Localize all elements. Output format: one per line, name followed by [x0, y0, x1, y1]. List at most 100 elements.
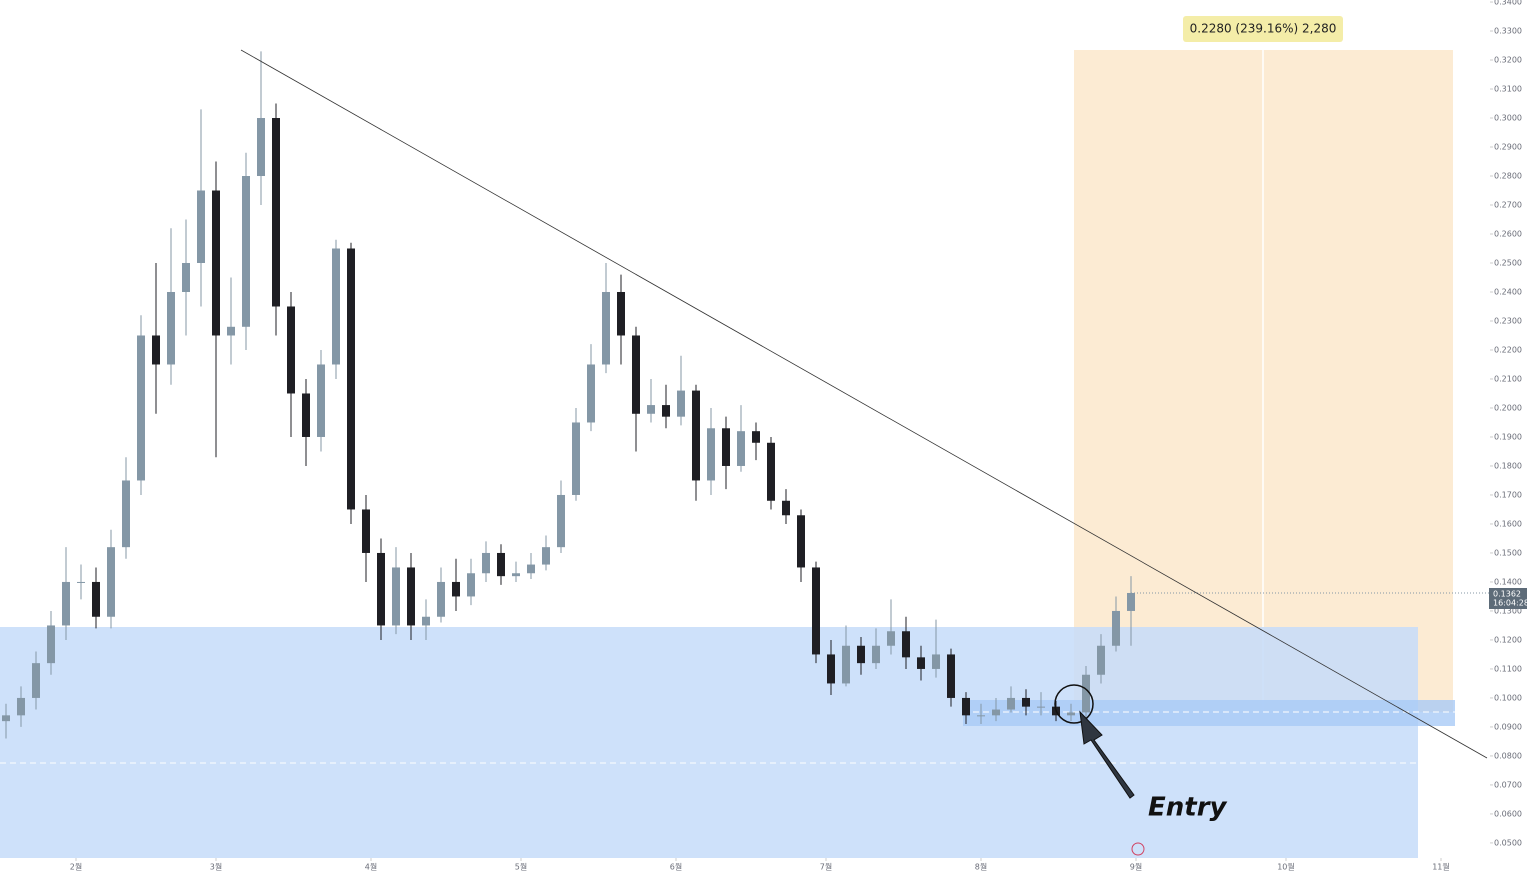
candle-body [1022, 697, 1030, 707]
candle-body [617, 291, 625, 336]
candle-body [227, 326, 235, 336]
candle-body [812, 567, 820, 655]
candle-body [482, 552, 490, 574]
candle-body [317, 364, 325, 437]
y-tick-label: 0.1500 [1494, 548, 1522, 557]
candle-body [362, 509, 370, 553]
candle-body [1112, 610, 1120, 646]
y-tick-label: 0.2600 [1494, 230, 1522, 239]
candle-body [452, 581, 460, 597]
candle-body [392, 567, 400, 626]
y-tick-label: 0.2100 [1494, 374, 1522, 383]
candle-body [272, 118, 280, 307]
candle-body [917, 657, 925, 669]
candle-body [107, 547, 115, 617]
candle-body [872, 645, 880, 664]
candle-body [572, 422, 580, 495]
candle-body [782, 500, 790, 516]
y-tick-label: 0.3000 [1494, 114, 1522, 123]
price-tag [1489, 588, 1527, 609]
trend-line [240, 49, 1488, 759]
candle-body [92, 581, 100, 617]
x-tick-label: 4월 [365, 862, 377, 872]
candle-body [197, 190, 205, 263]
x-tick-label: 11월 [1432, 862, 1450, 872]
candle-body [257, 118, 265, 177]
y-tick-label: 0.3100 [1494, 85, 1522, 94]
candle-body [167, 291, 175, 365]
candle-body [137, 335, 145, 481]
candle-body [1007, 697, 1015, 710]
candle-body [467, 573, 475, 597]
axes: 0.0500 0.0600 0.0700 0.0800 0.0900 0.1000 0.11… [70, 0, 1522, 872]
candle-body [152, 335, 160, 365]
candle-body [722, 428, 730, 466]
annotations: Entry 0.2280 (239.16%) 2,280 0.1362 16:0… [240, 16, 1529, 856]
candle-body [977, 715, 985, 717]
y-tick-label: 0.0600 [1494, 809, 1522, 818]
candle-body [857, 645, 865, 664]
x-tick-label: 8월 [975, 862, 987, 872]
y-tick-label: 0.1100 [1494, 664, 1522, 673]
position-label: 0.2280 (239.16%) 2,280 [1190, 22, 1337, 36]
candle-body [1082, 674, 1090, 713]
y-tick-label: 0.1300 [1494, 606, 1522, 615]
candle-body [797, 515, 805, 568]
candle-body [1097, 645, 1105, 675]
candle-body [677, 390, 685, 417]
x-tick-label: 7월 [820, 862, 832, 872]
y-tick-label: 0.1600 [1494, 519, 1522, 528]
candle-body [767, 442, 775, 501]
x-tick-label: 2월 [70, 862, 82, 872]
y-tick-label: 0.0800 [1494, 751, 1522, 760]
candle-body [47, 625, 55, 664]
y-tick-label: 0.1400 [1494, 577, 1522, 586]
candle-body [692, 390, 700, 481]
y-tick-label: 0.2200 [1494, 345, 1522, 354]
y-tick-label: 0.0900 [1494, 722, 1522, 731]
candle-body [77, 581, 85, 583]
candle-body [1037, 706, 1045, 708]
entry-arrow [1079, 710, 1135, 799]
candle-body [17, 697, 25, 716]
position-box [1183, 16, 1343, 42]
candle-body [62, 581, 70, 626]
entry-circle [1054, 684, 1094, 724]
y-tick-label: 0.2900 [1494, 143, 1522, 152]
candle-body [422, 616, 430, 626]
candle-body [602, 291, 610, 365]
candle-body [347, 248, 355, 510]
candle-body [887, 631, 895, 646]
candle-body [737, 431, 745, 466]
x-tick-label: 3월 [210, 862, 222, 872]
y-tick-label: 0.2800 [1494, 172, 1522, 181]
candle-body [302, 393, 310, 437]
entry-zone [963, 700, 1455, 726]
support-zone [0, 627, 1418, 858]
x-tick-label: 10월 [1277, 862, 1295, 872]
y-tick-label: 0.2700 [1494, 201, 1522, 210]
x-tick-label: 5월 [515, 862, 527, 872]
y-tick-label: 0.3200 [1494, 56, 1522, 65]
y-tick-label: 0.1700 [1494, 490, 1522, 499]
candle-body [902, 631, 910, 658]
y-tick-label: 0.0500 [1494, 838, 1522, 847]
candle-body [1127, 592, 1135, 611]
y-tick-label: 0.3400 [1494, 0, 1522, 7]
candle-body [932, 654, 940, 669]
y-tick-label: 0.2500 [1494, 258, 1522, 267]
countdown: 16:04:28 [1493, 599, 1529, 608]
x-tick-label: 9월 [1130, 862, 1142, 872]
candle-body [242, 176, 250, 327]
event-icon [1131, 842, 1145, 856]
candle-body [992, 709, 1000, 716]
candle-body [557, 494, 565, 548]
candle-body [662, 405, 670, 417]
candle-body [122, 480, 130, 548]
y-tick-label: 0.3300 [1494, 27, 1522, 36]
candle-body [632, 335, 640, 414]
y-tick-label: 0.1900 [1494, 432, 1522, 441]
candle-body [962, 697, 970, 716]
candle-body [287, 306, 295, 394]
entry-label: Entry [1148, 793, 1228, 823]
